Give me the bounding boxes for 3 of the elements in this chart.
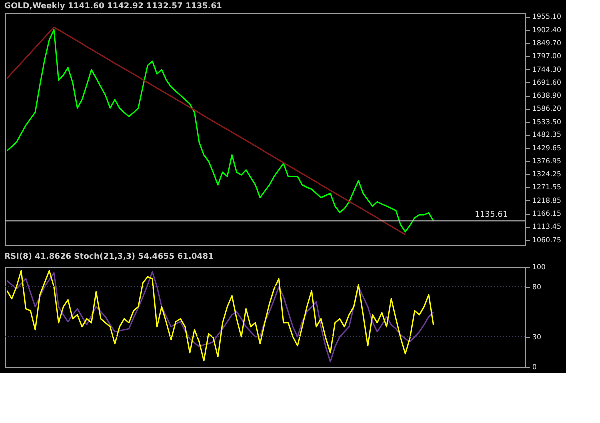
ref-line-label: 1135.61 [475, 210, 508, 220]
chart-title: RSI(8) 41.8626 Stoch(21,3,3) 54.4655 61.0481 [4, 252, 214, 261]
chart-title: GOLD,Weekly 1141.60 1142.92 1132.57 1135.61 [4, 2, 223, 11]
